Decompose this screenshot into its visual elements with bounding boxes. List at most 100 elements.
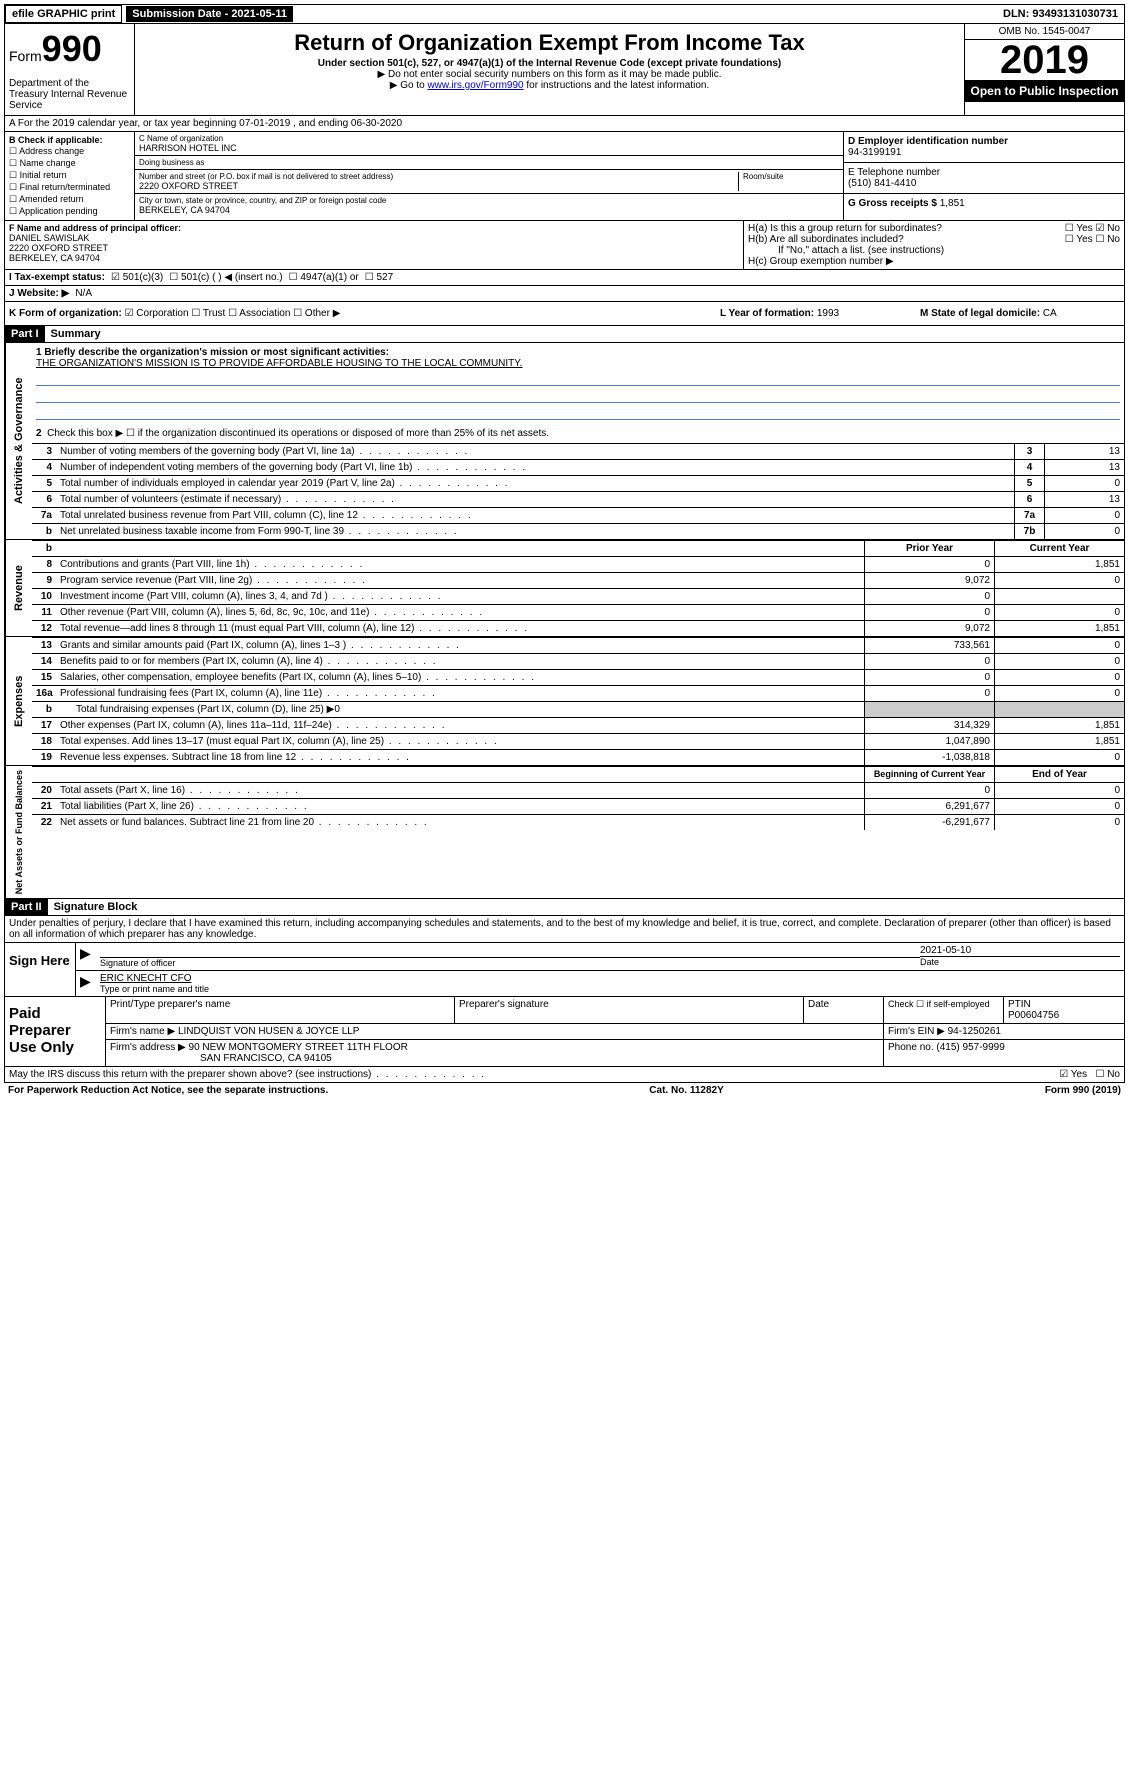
k-opts[interactable]: ☑ Corporation ☐ Trust ☐ Association ☐ Ot…	[125, 308, 341, 319]
begin-year-header: Beginning of Current Year	[864, 767, 994, 782]
discuss-yes[interactable]: ☑ Yes	[1059, 1069, 1087, 1080]
tax-year-line: A For the 2019 calendar year, or tax yea…	[4, 116, 1125, 132]
line-desc: Net unrelated business taxable income fr…	[56, 524, 1014, 539]
line-desc: Net assets or fund balances. Subtract li…	[56, 815, 864, 830]
dba-row: Doing business as	[135, 156, 843, 170]
current-val: 0	[994, 750, 1124, 765]
summary-line: 4 Number of independent voting members o…	[32, 459, 1124, 475]
hb-no[interactable]: ☐ No	[1095, 234, 1120, 245]
line-desc: Investment income (Part VIII, column (A)…	[56, 589, 864, 604]
net-header-row: Beginning of Current Year End of Year	[32, 766, 1124, 782]
box-k: K Form of organization: ☑ Corporation ☐ …	[9, 308, 720, 319]
prep-header-row: Print/Type preparer's name Preparer's si…	[106, 997, 1124, 1024]
name-label: C Name of organization	[139, 134, 839, 143]
prep-h4[interactable]: Check ☐ if self-employed	[884, 997, 1004, 1023]
current-val: 1,851	[994, 718, 1124, 733]
entity-right: D Employer identification number 94-3199…	[844, 132, 1124, 220]
line-desc: Benefits paid to or for members (Part IX…	[56, 654, 864, 669]
entity-section: B Check if applicable: ☐ Address change …	[4, 132, 1125, 221]
part2-badge: Part II	[5, 899, 48, 915]
current-val: 0	[994, 815, 1124, 830]
blank	[56, 767, 864, 782]
discuss-no[interactable]: ☐ No	[1095, 1069, 1120, 1080]
sign-block: Sign Here ▶ Signature of officer 2021-05…	[4, 943, 1125, 997]
line-val: 0	[1044, 524, 1124, 539]
discuss-opts[interactable]: ☑ Yes ☐ No	[1059, 1069, 1120, 1080]
l-label: L Year of formation:	[720, 308, 814, 319]
line-num: 15	[32, 670, 56, 685]
current-val: 0	[994, 686, 1124, 701]
form-num: 990	[42, 28, 102, 69]
current-val: 1,851	[994, 557, 1124, 572]
prep-h2: Preparer's signature	[455, 997, 804, 1023]
addr-cell: Firm's address ▶ 90 NEW MONTGOMERY STREE…	[106, 1040, 884, 1066]
line-desc: Total expenses. Add lines 13–17 (must eq…	[56, 734, 864, 749]
chk-pending[interactable]: ☐ Application pending	[9, 206, 130, 217]
line-num: 3	[32, 444, 56, 459]
line-box: 6	[1014, 492, 1044, 507]
data-line: 13 Grants and similar amounts paid (Part…	[32, 637, 1124, 653]
line-num: 18	[32, 734, 56, 749]
sig-officer-label: Signature of officer	[100, 957, 920, 968]
summary-line: 3 Number of voting members of the govern…	[32, 443, 1124, 459]
summary-line: 6 Total number of volunteers (estimate i…	[32, 491, 1124, 507]
blank-line	[36, 371, 1120, 386]
i-501c[interactable]: ☐ 501(c) ( ) ◀ (insert no.)	[169, 272, 282, 283]
line2-text: Check this box ▶ ☐ if the organization d…	[47, 428, 549, 439]
form-header: Form990 Department of the Treasury Inter…	[4, 24, 1125, 116]
prior-val: 0	[864, 605, 994, 620]
efile-button[interactable]: efile GRAPHIC print	[5, 5, 122, 23]
i-501c3[interactable]: ☑ 501(c)(3)	[111, 272, 163, 283]
box-b: B Check if applicable: ☐ Address change …	[5, 132, 135, 220]
tax-year-big: 2019	[965, 40, 1124, 80]
chk-final[interactable]: ☐ Final return/terminated	[9, 182, 130, 193]
activities-section: Activities & Governance 1 Briefly descri…	[4, 343, 1125, 540]
line-num: 16a	[32, 686, 56, 701]
part1-badge: Part I	[5, 326, 45, 342]
line-num: 9	[32, 573, 56, 588]
current-val: 0	[994, 654, 1124, 669]
j-label: J Website: ▶	[9, 288, 69, 299]
city-row: City or town, state or province, country…	[135, 194, 843, 217]
current-val: 1,851	[994, 621, 1124, 636]
ha-no[interactable]: ☑ No	[1095, 223, 1120, 234]
blank	[32, 767, 56, 782]
officer-label: F Name and address of principal officer:	[9, 223, 739, 233]
prior-val: 0	[864, 783, 994, 798]
chk-name[interactable]: ☐ Name change	[9, 158, 130, 169]
ag-label: Activities & Governance	[5, 343, 32, 539]
ha-yes[interactable]: ☐ Yes	[1065, 223, 1093, 234]
data-line: 9 Program service revenue (Part VIII, li…	[32, 572, 1124, 588]
chk-address[interactable]: ☐ Address change	[9, 146, 130, 157]
irs-link[interactable]: www.irs.gov/Form990	[427, 80, 523, 91]
current-val: 0	[994, 573, 1124, 588]
line-box: 5	[1014, 476, 1044, 491]
addr-row: Number and street (or P.O. box if mail i…	[135, 170, 843, 194]
firm-name: LINDQUIST VON HUSEN & JOYCE LLP	[178, 1026, 360, 1037]
prior-val: 314,329	[864, 718, 994, 733]
line-val: 13	[1044, 444, 1124, 459]
firm-cell: Firm's name ▶ LINDQUIST VON HUSEN & JOYC…	[106, 1024, 884, 1039]
data-line: 8 Contributions and grants (Part VIII, l…	[32, 556, 1124, 572]
i-4947[interactable]: ☐ 4947(a)(1) or	[289, 272, 359, 283]
chk-initial[interactable]: ☐ Initial return	[9, 170, 130, 181]
arrow-icon: ▶	[80, 945, 100, 968]
net-label: Net Assets or Fund Balances	[5, 766, 32, 898]
box-l: L Year of formation: 1993	[720, 308, 920, 319]
i-527[interactable]: ☐ 527	[365, 272, 393, 283]
firm-ein-val: 94-1250261	[948, 1026, 1001, 1037]
expenses-section: Expenses 13 Grants and similar amounts p…	[4, 637, 1125, 766]
header-mid: Return of Organization Exempt From Incom…	[135, 24, 964, 115]
chk-amended[interactable]: ☐ Amended return	[9, 194, 130, 205]
net-section: Net Assets or Fund Balances Beginning of…	[4, 766, 1125, 899]
blank-line	[36, 405, 1120, 420]
prep-h1: Print/Type preparer's name	[106, 997, 455, 1023]
prior-val: 0	[864, 670, 994, 685]
hb-yes[interactable]: ☐ Yes	[1065, 234, 1093, 245]
summary-line: b Net unrelated business taxable income …	[32, 523, 1124, 539]
mission-text: THE ORGANIZATION'S MISSION IS TO PROVIDE…	[36, 358, 1120, 369]
line-num: 21	[32, 799, 56, 814]
i-label: I Tax-exempt status:	[9, 272, 105, 283]
prior-val: 1,047,890	[864, 734, 994, 749]
line-box: 7b	[1014, 524, 1044, 539]
